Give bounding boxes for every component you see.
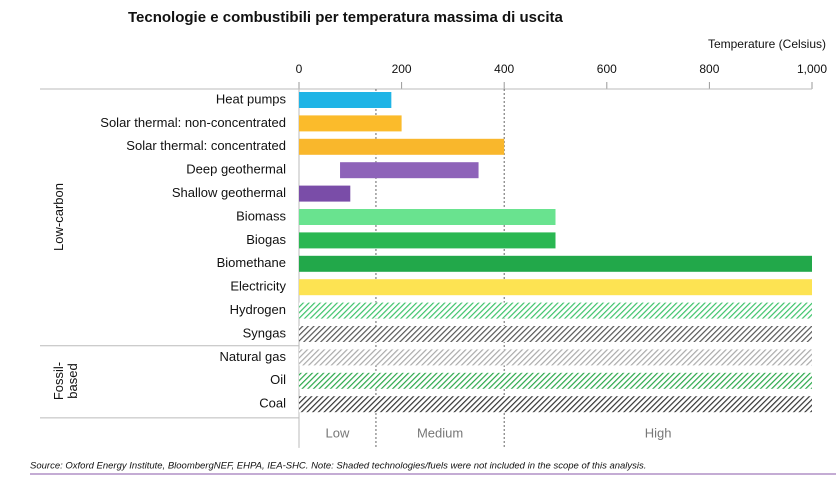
bar [299,372,812,389]
bar [299,232,556,249]
bar [299,326,812,342]
category-label: Natural gas [220,349,287,364]
chart-title: Tecnologie e combustibili per temperatur… [128,9,564,26]
x-tick-label: 0 [296,62,303,76]
bar [299,302,812,319]
x-tick-label: 200 [392,62,412,76]
bar [299,138,505,155]
zone-label: High [645,425,672,440]
group-label: Low-carbon [51,183,66,251]
bar [299,349,812,366]
bar [299,115,402,132]
bar [299,185,351,202]
category-label: Deep geothermal [186,162,286,177]
x-tick-label: 1,000 [797,62,827,76]
zone-label: Medium [417,425,463,440]
category-label: Solar thermal: non-concentrated [100,115,286,130]
category-label: Biogas [246,232,286,247]
bar [299,255,812,272]
category-label: Coal [259,396,286,411]
category-label: Electricity [230,279,286,294]
category-label: Shallow geothermal [172,185,286,200]
axis-title: Temperature (Celsius) [708,37,826,51]
bar [299,396,812,413]
bar [299,279,812,296]
bar [299,92,392,108]
x-tick-label: 800 [699,62,719,76]
category-label: Syngas [243,325,287,340]
category-label: Heat pumps [216,91,287,106]
category-label: Oil [270,372,286,387]
source-note: Source: Oxford Energy Institute, Bloombe… [30,461,646,472]
group-label: Fossil-based [50,361,80,400]
x-tick-label: 400 [494,62,514,76]
zone-label: Low [326,425,350,440]
x-tick-label: 600 [597,62,617,76]
category-label: Solar thermal: concentrated [126,138,286,153]
category-label: Biomethane [217,255,286,270]
bar [340,162,479,179]
bar [299,209,556,225]
category-label: Biomass [236,208,286,223]
category-label: Hydrogen [230,302,286,317]
